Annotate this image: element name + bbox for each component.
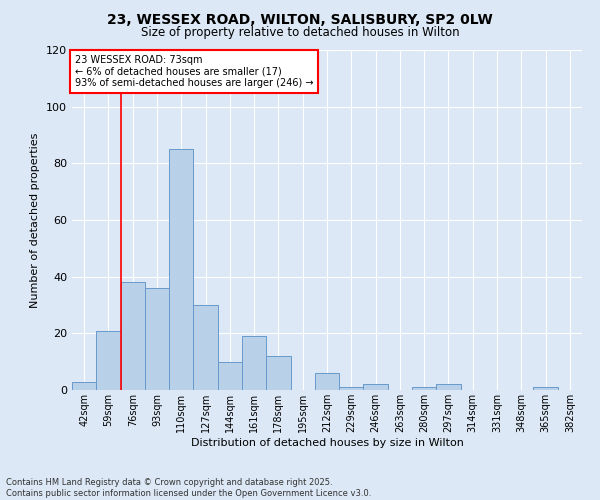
Bar [242, 336, 266, 390]
Bar [169, 149, 193, 390]
X-axis label: Distribution of detached houses by size in Wilton: Distribution of detached houses by size … [191, 438, 463, 448]
Text: 23 WESSEX ROAD: 73sqm
← 6% of detached houses are smaller (17)
93% of semi-detac: 23 WESSEX ROAD: 73sqm ← 6% of detached h… [74, 55, 313, 88]
Bar [72, 382, 96, 390]
Bar [339, 387, 364, 390]
Y-axis label: Number of detached properties: Number of detached properties [31, 132, 40, 308]
Bar [533, 387, 558, 390]
Bar [266, 356, 290, 390]
Bar [436, 384, 461, 390]
Bar [145, 288, 169, 390]
Bar [121, 282, 145, 390]
Bar [364, 384, 388, 390]
Text: Size of property relative to detached houses in Wilton: Size of property relative to detached ho… [140, 26, 460, 39]
Bar [315, 373, 339, 390]
Text: 23, WESSEX ROAD, WILTON, SALISBURY, SP2 0LW: 23, WESSEX ROAD, WILTON, SALISBURY, SP2 … [107, 12, 493, 26]
Bar [193, 305, 218, 390]
Bar [218, 362, 242, 390]
Bar [96, 330, 121, 390]
Text: Contains HM Land Registry data © Crown copyright and database right 2025.
Contai: Contains HM Land Registry data © Crown c… [6, 478, 371, 498]
Bar [412, 387, 436, 390]
